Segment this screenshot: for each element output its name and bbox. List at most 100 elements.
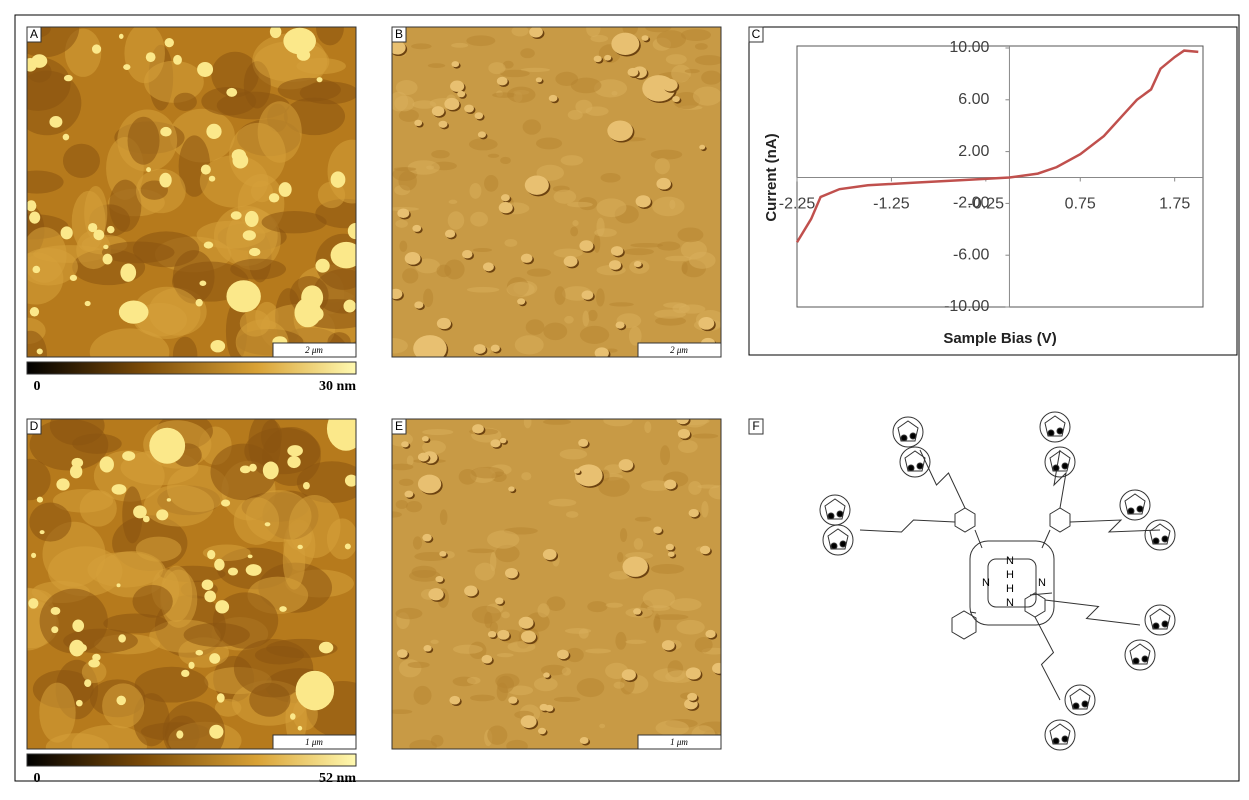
afm-particle bbox=[279, 182, 292, 197]
afm-particle bbox=[700, 546, 710, 554]
afm-texture bbox=[656, 720, 689, 736]
afm-particle bbox=[664, 480, 676, 490]
y-tick-label: 2.00 bbox=[958, 143, 989, 160]
afm-particle bbox=[209, 176, 215, 182]
afm-particle bbox=[397, 208, 409, 218]
afm-texture bbox=[588, 310, 598, 321]
afm-particle bbox=[414, 301, 423, 308]
afm-texture bbox=[487, 530, 519, 548]
afm-texture bbox=[567, 202, 593, 208]
afm-particle bbox=[474, 344, 486, 354]
afm-texture bbox=[515, 335, 544, 354]
chart-frame bbox=[749, 27, 1237, 355]
afm-texture bbox=[554, 190, 577, 204]
afm-particle bbox=[30, 307, 39, 317]
afm-particle bbox=[120, 263, 136, 281]
afm-particle bbox=[653, 527, 662, 534]
afm-texture bbox=[692, 434, 718, 439]
afm-particle bbox=[40, 530, 45, 534]
afm-texture bbox=[660, 445, 670, 465]
afm-particle bbox=[483, 262, 494, 271]
afm-particle bbox=[263, 462, 279, 480]
colorbar bbox=[27, 362, 356, 374]
afm-particle bbox=[619, 459, 634, 471]
afm-particle bbox=[579, 240, 593, 251]
colorbar-max: 30 nm bbox=[319, 379, 356, 394]
afm-texture bbox=[601, 173, 621, 183]
afm-particle bbox=[70, 465, 82, 479]
afm-particle bbox=[210, 340, 225, 352]
afm-texture bbox=[413, 536, 422, 549]
afm-texture bbox=[657, 242, 680, 251]
carbon-atom bbox=[1128, 508, 1134, 514]
afm-texture bbox=[444, 260, 464, 280]
afm-particle bbox=[315, 259, 329, 273]
y-tick-label: -6.00 bbox=[953, 246, 990, 263]
afm-texture bbox=[693, 86, 722, 105]
afm-particle bbox=[196, 299, 203, 307]
afm-texture bbox=[440, 509, 448, 525]
afm-particle bbox=[397, 649, 408, 658]
afm-texture bbox=[500, 157, 511, 164]
afm-particle bbox=[298, 726, 303, 731]
afm-particle bbox=[575, 464, 603, 486]
afm-particle bbox=[412, 225, 421, 232]
linker bbox=[1054, 450, 1066, 508]
afm-particle bbox=[197, 62, 213, 77]
afm-particle bbox=[28, 598, 38, 609]
afm-particle bbox=[508, 486, 515, 491]
afm-texture bbox=[609, 302, 634, 306]
afm-particle bbox=[117, 583, 121, 587]
afm-patch bbox=[278, 78, 341, 102]
afm-texture bbox=[399, 241, 407, 252]
afm-texture bbox=[586, 21, 600, 37]
afm-particle bbox=[672, 96, 680, 102]
x-tick-label: -0.25 bbox=[968, 196, 1005, 213]
afm-particle bbox=[678, 429, 690, 439]
afm-particle bbox=[287, 445, 303, 456]
afm-particle bbox=[712, 663, 725, 674]
afm-particle bbox=[176, 730, 183, 738]
afm-texture bbox=[466, 35, 495, 46]
afm-patch bbox=[63, 144, 100, 178]
afm-texture bbox=[695, 55, 723, 65]
afm-particle bbox=[92, 44, 101, 53]
afm-texture bbox=[504, 239, 517, 247]
afm-particle bbox=[405, 491, 414, 498]
afm-texture bbox=[625, 640, 646, 644]
afm-particle bbox=[686, 667, 701, 679]
panel-label: A bbox=[30, 27, 38, 41]
afm-particle bbox=[70, 275, 77, 281]
afm-particle bbox=[85, 301, 91, 306]
afm-particle bbox=[92, 654, 100, 661]
carbon-atom bbox=[917, 463, 923, 469]
afm-particle bbox=[475, 112, 483, 119]
afm-particle bbox=[297, 545, 302, 549]
afm-particle bbox=[549, 95, 558, 102]
scale-bar-label: 2 μm bbox=[305, 345, 323, 355]
afm-texture bbox=[543, 419, 571, 425]
afm-patch bbox=[262, 211, 327, 233]
afm-texture bbox=[695, 43, 708, 50]
afm-texture bbox=[411, 43, 431, 49]
carbon-atom bbox=[1062, 463, 1068, 469]
afm-particle bbox=[246, 564, 262, 576]
afm-particle bbox=[269, 193, 279, 202]
afm-texture bbox=[554, 697, 581, 702]
afm-texture bbox=[396, 80, 418, 95]
x-tick-label: -1.25 bbox=[873, 196, 910, 213]
x-tick-label: 0.75 bbox=[1065, 196, 1096, 213]
linker bbox=[860, 520, 955, 532]
afm-particle bbox=[622, 669, 636, 680]
carbon-atom bbox=[831, 543, 837, 549]
afm-particle bbox=[226, 88, 237, 97]
afm-particle bbox=[499, 202, 513, 213]
afm-texture bbox=[396, 500, 408, 509]
afm-particle bbox=[31, 553, 36, 558]
afm-patch bbox=[39, 683, 75, 743]
afm-particle bbox=[449, 696, 460, 705]
afm-patch bbox=[87, 552, 163, 588]
afm-patch bbox=[144, 485, 214, 527]
afm-texture bbox=[596, 198, 626, 217]
x-axis-title: Sample Bias (V) bbox=[943, 330, 1056, 347]
